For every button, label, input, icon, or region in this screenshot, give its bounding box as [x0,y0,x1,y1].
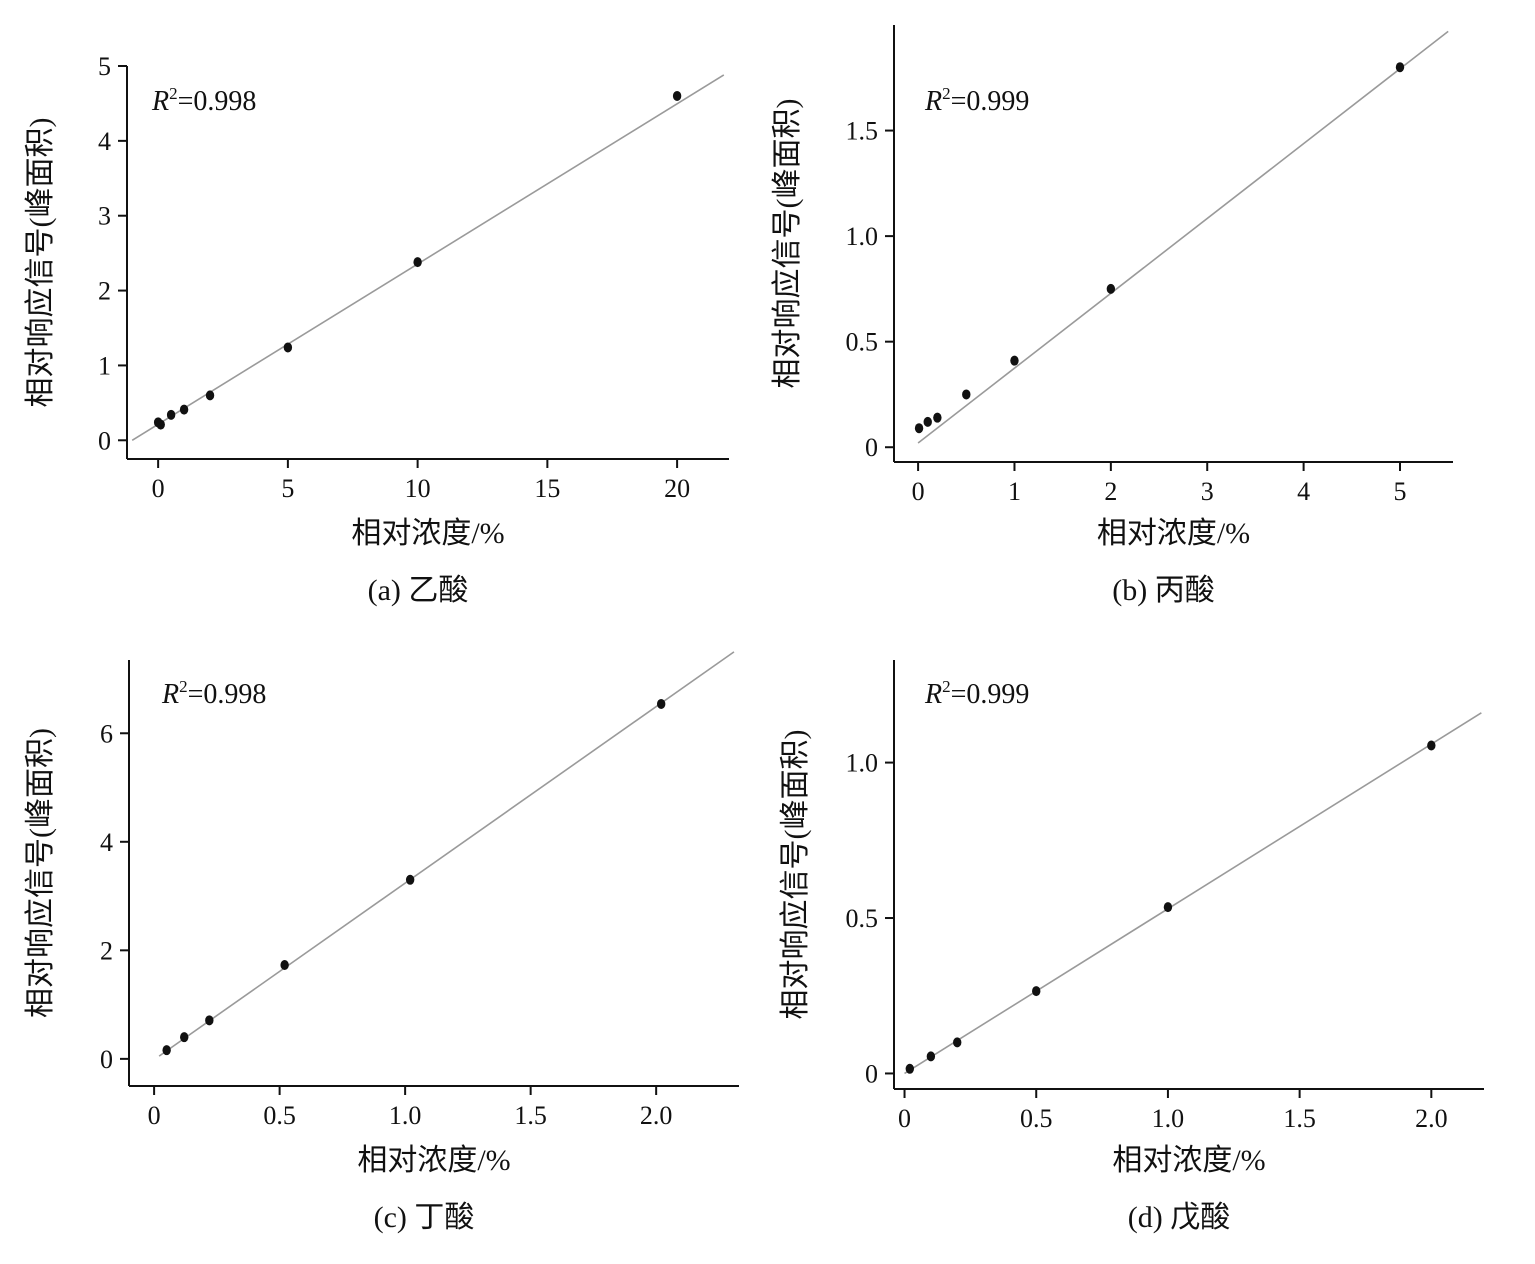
x-axis-label: 相对浓度/% [351,517,504,550]
data-point [914,423,924,434]
x-tick-label: 2.0 [640,1101,673,1130]
y-tick-label: 1.5 [846,117,879,146]
y-tick-label: 4 [100,828,113,857]
data-point [953,1037,962,1048]
data-point [1010,355,1019,366]
r-squared-annotation: R2=0.999 [924,677,1029,710]
y-tick-label: 0 [865,433,878,462]
fit-line [917,30,1449,444]
fit-line [131,74,725,441]
data-point [1106,283,1116,294]
y-tick-label: 1.0 [846,749,879,778]
data-point [283,342,293,353]
x-tick-label: 0 [148,1101,161,1130]
x-tick-label: 1.5 [1283,1104,1316,1133]
x-tick-label: 0.5 [263,1101,296,1130]
y-axis-label: 相对响应信号(峰面积) [24,118,57,408]
data-point [933,412,942,423]
y-tick-label: 0 [98,426,111,455]
r-squared-annotation: R2=0.999 [924,84,1029,117]
y-tick-label: 1.0 [846,222,879,251]
x-tick-label: 5 [1393,477,1406,506]
data-point [926,1051,936,1062]
panel-caption: (a) 乙酸 [368,574,469,607]
data-point [413,257,422,268]
chart-panel-3: 0 0.5 1.0 1.5 2.0 0 2 4 6 R2=0.998 相对浓度/% 相对响应信号(峰面… [24,651,739,1234]
y-tick-label: 6 [100,719,113,748]
x-axis-label: 相对浓度/% [1112,1144,1265,1177]
x-tick-label: 1.5 [514,1101,547,1130]
r-squared-annotation: R2=0.998 [151,84,256,117]
y-tick-label: 0.5 [846,328,879,357]
x-tick-label: 0 [898,1104,911,1133]
data-point [923,416,932,427]
y-tick-label: 5 [98,52,111,81]
fit-line [158,651,735,1057]
x-tick-label: 1 [1008,477,1021,506]
x-tick-label: 0 [912,477,925,506]
x-tick-label: 20 [664,474,690,503]
data-point [179,404,189,415]
data-point [1163,902,1173,913]
x-tick-label: 10 [405,474,431,503]
r-squared-annotation: R2=0.998 [161,677,266,710]
y-tick-label: 2 [98,277,111,306]
x-tick-label: 0.5 [1020,1104,1053,1133]
y-axis-label: 相对响应信号(峰面积) [24,728,57,1018]
x-tick-label: 3 [1201,477,1214,506]
data-point [180,1032,189,1043]
y-tick-label: 1 [98,351,111,380]
y-tick-label: 0 [100,1045,113,1074]
data-point [166,409,176,420]
data-point [656,698,666,709]
y-tick-label: 2 [100,936,113,965]
data-point [205,1015,214,1026]
y-axis-label: 相对响应信号(峰面积) [779,730,812,1020]
x-tick-label: 4 [1297,477,1310,506]
chart-panel-4: 0 0.5 1.0 1.5 2.0 0 0.5 1.0 R2=0.999 相对浓度/% 相对响应信号… [779,660,1484,1234]
panel-caption: (b) 丙酸 [1112,574,1214,607]
chart-panel-2: 0 1 2 3 4 5 0 0.5 1.0 1.5 R2=0.999 相对浓度/% 相对响应信号(峰面积… [771,25,1453,607]
y-tick-label: 0 [865,1059,878,1088]
panel-caption: (d) 戊酸 [1128,1201,1230,1234]
data-point [405,874,415,885]
data-point [1395,62,1405,73]
x-axis-label: 相对浓度/% [357,1144,510,1177]
data-point [962,389,971,400]
data-point [280,959,289,970]
data-point [672,90,682,101]
data-point [905,1063,915,1074]
y-tick-label: 3 [98,202,111,231]
x-axis-label: 相对浓度/% [1097,517,1250,550]
data-point [162,1045,171,1056]
fit-line [904,712,1482,1075]
x-tick-label: 1.0 [389,1101,422,1130]
x-tick-label: 1.0 [1152,1104,1185,1133]
x-tick-label: 2.0 [1415,1104,1448,1133]
x-tick-label: 0 [152,474,165,503]
y-tick-label: 4 [98,127,111,156]
data-point [1032,986,1041,997]
x-tick-label: 15 [534,474,560,503]
data-point [205,390,215,401]
y-tick-label: 0.5 [846,904,879,933]
x-tick-label: 5 [281,474,294,503]
y-axis-label: 相对响应信号(峰面积) [771,99,804,389]
data-point [1427,740,1436,751]
panel-caption: (c) 丁酸 [374,1201,475,1234]
data-point [156,419,165,430]
chart-panel-1: 0 5 10 15 20 0 1 2 3 4 5 R2=0.998 相对浓度/% 相对响应信号(峰面积) (… [24,52,729,607]
x-tick-label: 2 [1104,477,1117,506]
